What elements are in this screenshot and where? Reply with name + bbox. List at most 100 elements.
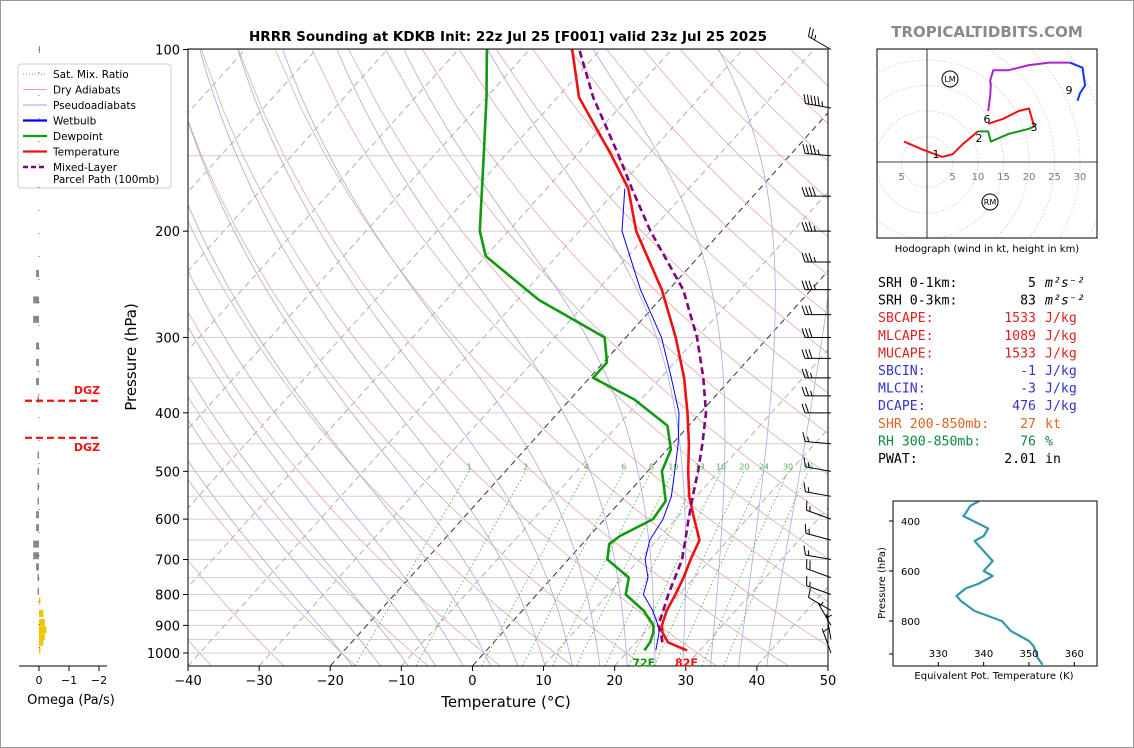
mix-ratio-label: 2 xyxy=(523,462,528,471)
omega-tick-label: −2 xyxy=(91,674,107,687)
mix-ratio-label: 20 xyxy=(739,462,749,471)
barb-flag xyxy=(805,280,809,290)
hodograph-tick-label: 25 xyxy=(1048,172,1061,183)
omega-bar xyxy=(33,296,39,304)
barb-flag xyxy=(804,523,807,534)
pseudoadiabat xyxy=(718,49,776,654)
wind-barb xyxy=(803,482,832,497)
barb-staff xyxy=(808,596,832,611)
pseudoadiabat xyxy=(336,49,627,654)
mixing-ratio-line xyxy=(701,471,789,666)
x-tick-label: 40 xyxy=(749,674,766,689)
hodograph-height-label: 9 xyxy=(1066,84,1073,97)
barb-half xyxy=(821,101,824,107)
stat-unit: m²s⁻² xyxy=(1044,294,1085,309)
legend-label-line: Sat. Mix. Ratio xyxy=(53,69,129,81)
barb-staff xyxy=(805,491,832,497)
dry-adiabat xyxy=(274,49,828,647)
theta-e-x-tick-label: 350 xyxy=(1019,649,1038,660)
wind-barb xyxy=(807,588,832,611)
wind-barb xyxy=(825,613,832,640)
pseudoadiabat xyxy=(766,652,769,666)
stat-name: MLCIN: xyxy=(878,382,926,397)
stat-value: -3 xyxy=(1020,382,1036,397)
omega-bar xyxy=(37,467,39,475)
pseudoadiabat xyxy=(199,49,542,654)
mixing-ratio-line xyxy=(522,471,625,666)
surface-dew-label: 72F xyxy=(632,656,655,669)
omega-bar xyxy=(33,552,39,560)
stat-value: -1 xyxy=(1020,364,1036,379)
hodograph-caption: Hodograph (wind in kt, height in km) xyxy=(895,244,1080,255)
barb-flag xyxy=(808,252,813,263)
barb-staff xyxy=(806,568,832,579)
stat-unit: J/kg xyxy=(1045,311,1077,326)
omega-bar xyxy=(39,638,44,646)
barb-flag xyxy=(812,145,817,155)
dry-adiabat xyxy=(348,49,828,559)
barb-half xyxy=(810,372,813,378)
barb-flag xyxy=(803,545,806,556)
pseudoadiabat xyxy=(592,49,726,654)
barb-flag xyxy=(807,588,811,598)
stat-value: 2.01 xyxy=(1004,452,1036,467)
hodograph-trace xyxy=(1069,61,1087,102)
omega-bar xyxy=(36,342,39,350)
mix-ratio-label: 8 xyxy=(649,462,654,471)
barb-staff xyxy=(806,509,832,520)
barb-staff xyxy=(805,466,832,472)
barb-half xyxy=(807,550,810,556)
series-wetbulb xyxy=(621,188,680,651)
barb-flag xyxy=(805,222,809,232)
pseudoadiabat xyxy=(682,652,684,666)
barb-flag xyxy=(803,94,806,104)
theta-e-y-label: Pressure (hPa) xyxy=(877,547,888,619)
wind-barb xyxy=(801,328,831,338)
barb-flag xyxy=(805,187,809,197)
barb-flag xyxy=(808,328,813,338)
pseudoadiabat xyxy=(188,203,485,654)
y-tick-label: 100 xyxy=(155,44,180,59)
skewt-x-label: Temperature (°C) xyxy=(440,693,570,711)
barb-flag xyxy=(810,95,813,105)
dry-adiabat xyxy=(311,49,828,603)
omega-bar xyxy=(36,358,39,366)
wind-barb xyxy=(801,349,831,359)
omega-bar xyxy=(39,618,45,626)
legend-label-line: Pseudoadiabats xyxy=(53,100,136,112)
pseudoadiabat xyxy=(483,652,491,666)
barb-flag xyxy=(801,349,806,359)
mix-ratio-label: 4 xyxy=(584,462,589,471)
barb-half xyxy=(817,149,820,155)
y-tick-label: 900 xyxy=(155,619,180,634)
pseudoadiabat xyxy=(738,652,741,666)
hodograph-plot: 5 5 10 15 20 25 30 1 2 3 6 9 LM RM xyxy=(877,49,1097,238)
legend-label: Dewpoint xyxy=(53,131,103,143)
pseudoadiabat xyxy=(768,294,828,654)
pseudoadiabat xyxy=(597,652,601,666)
theta-e-plot xyxy=(955,501,1044,666)
barb-half xyxy=(810,390,813,397)
omega-label: Omega (Pa/s) xyxy=(27,693,115,708)
lm-marker xyxy=(941,70,959,88)
mix-ratio-label: 24 xyxy=(759,462,769,471)
stat-name: DCAPE: xyxy=(878,399,926,414)
hodograph-frame xyxy=(876,48,1098,239)
barb-half xyxy=(807,487,810,493)
omega-bar xyxy=(36,378,39,386)
mixing-ratio-line xyxy=(415,471,527,666)
stat-unit: in xyxy=(1045,452,1061,467)
pseudoadiabat xyxy=(188,374,400,654)
pseudoadiabat xyxy=(188,325,428,654)
x-tick-label: 50 xyxy=(820,674,837,689)
dry-adiabat xyxy=(201,49,717,666)
barb-flag xyxy=(808,305,813,315)
pseudoadiabat xyxy=(540,652,546,666)
x-tick-label: −40 xyxy=(174,674,201,689)
legend-label-line: Temperature xyxy=(52,147,120,159)
dry-adiabat xyxy=(385,49,828,517)
mixing-ratio-line xyxy=(552,471,652,666)
omega-bar xyxy=(37,395,39,403)
series-temperature xyxy=(570,49,701,652)
